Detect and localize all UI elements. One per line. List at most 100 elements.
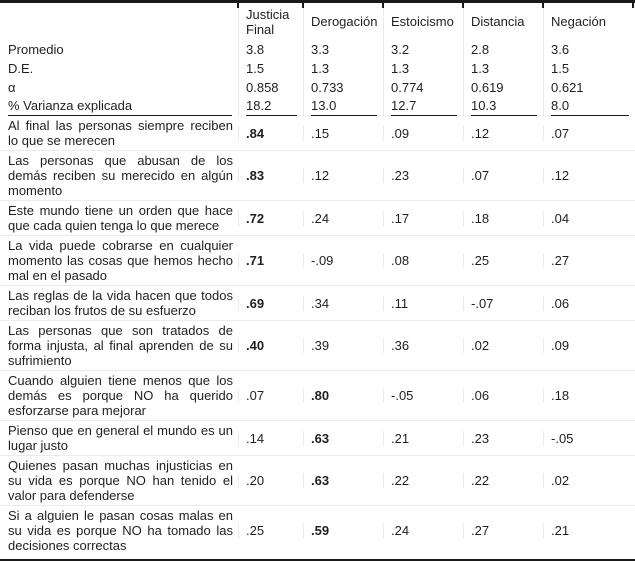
loading-value: .23 — [383, 168, 463, 183]
loading-value: -.05 — [383, 388, 463, 403]
loading-value: .09 — [383, 125, 463, 141]
loading-value: .14 — [238, 430, 303, 446]
loading-value: .69 — [238, 295, 303, 311]
column-header-justicia-final: Justicia Final — [238, 3, 303, 40]
loading-value: .24 — [303, 210, 383, 226]
cell-value: 0.619 — [463, 78, 543, 97]
cell-value: 3.8 — [238, 40, 303, 59]
item-text: Cuando alguien tiene menos que los demás… — [8, 373, 233, 418]
cell-value: 0.858 — [238, 78, 303, 97]
row-label: D.E. — [8, 61, 34, 76]
cell-value: 2.8 — [463, 40, 543, 59]
column-header-distancia: Distancia — [463, 3, 543, 40]
row-label: % Varianza explicada — [0, 97, 238, 116]
cell-value: 18.2 — [238, 97, 303, 116]
loading-value: .17 — [383, 210, 463, 226]
loading-value: .63 — [303, 430, 383, 446]
loading-value: -.07 — [463, 295, 543, 311]
item-row: Las personas que abusan de los demás rec… — [0, 151, 635, 201]
loading-value: .07 — [543, 125, 635, 141]
item-text: Las personas que son tratados de forma i… — [8, 323, 233, 368]
stat-row-varianza: % Varianza explicada 18.2 13.0 12.7 10.3… — [0, 97, 635, 116]
cell-value: 0.774 — [383, 78, 463, 97]
loading-value: .23 — [463, 430, 543, 446]
loading-value: .04 — [543, 210, 635, 226]
stat-row-de: D.E. 1.5 1.3 1.3 1.3 1.5 — [0, 59, 635, 78]
table-header-row: Justicia Final Derogación Estoicismo Dis… — [0, 3, 635, 40]
loading-value: -.05 — [543, 430, 635, 446]
loading-value: .24 — [383, 523, 463, 538]
loading-value: .02 — [463, 338, 543, 353]
stat-row-promedio: Promedio 3.8 3.3 3.2 2.8 3.6 — [0, 40, 635, 59]
loading-value: .21 — [383, 430, 463, 446]
cell-value: 3.6 — [543, 40, 635, 59]
loading-value: .40 — [238, 338, 303, 353]
loading-value: .15 — [303, 125, 383, 141]
item-text: Las personas que abusan de los demás rec… — [8, 153, 233, 198]
cell-value: 3.2 — [383, 40, 463, 59]
column-boundary-tick — [632, 3, 634, 8]
loading-value: .09 — [543, 338, 635, 353]
loading-value: .83 — [238, 168, 303, 183]
loading-value: .22 — [383, 473, 463, 488]
cell-value: 10.3 — [463, 97, 543, 116]
loading-value: .25 — [463, 253, 543, 268]
item-row: La vida puede cobrarse en cualquier mome… — [0, 236, 635, 286]
loading-value: .07 — [463, 168, 543, 183]
loading-value: .27 — [463, 523, 543, 538]
cell-value: 1.5 — [543, 59, 635, 78]
loading-value: .20 — [238, 473, 303, 488]
cell-value: 1.3 — [303, 59, 383, 78]
loading-value: .34 — [303, 295, 383, 311]
cell-value: 12.7 — [383, 97, 463, 116]
item-text: Al final las personas siempre reciben lo… — [8, 118, 233, 148]
column-header-negacion: Negación — [543, 3, 635, 40]
item-text: Quienes pasan muchas injusticias en su v… — [8, 458, 233, 503]
column-boundary-tick — [237, 3, 239, 8]
cell-value: 0.733 — [303, 78, 383, 97]
loading-value: .59 — [303, 523, 383, 538]
cell-value: 0.621 — [543, 78, 635, 97]
column-boundary-tick — [302, 3, 304, 8]
cell-value: 13.0 — [303, 97, 383, 116]
loading-value: .36 — [383, 338, 463, 353]
row-label-alpha-symbol: α — [8, 80, 16, 95]
cell-value: 3.3 — [303, 40, 383, 59]
loading-value: .11 — [383, 295, 463, 311]
item-row: Pienso que en general el mundo es un lug… — [0, 421, 635, 456]
item-text: Pienso que en general el mundo es un lug… — [8, 423, 233, 453]
column-boundary-tick — [382, 3, 384, 8]
loading-value: .18 — [463, 210, 543, 226]
column-header-derogacion: Derogación — [303, 3, 383, 40]
column-boundary-tick — [542, 3, 544, 8]
loading-value: .39 — [303, 338, 383, 353]
loading-value: .12 — [463, 125, 543, 141]
loading-value: .21 — [543, 523, 635, 538]
loading-value: .02 — [543, 473, 635, 488]
loading-value: .07 — [238, 388, 303, 403]
loading-value: .12 — [543, 168, 635, 183]
loading-value: .08 — [383, 253, 463, 268]
item-row: Si a alguien le pasan cosas malas en su … — [0, 506, 635, 555]
loading-value: .18 — [543, 388, 635, 403]
loading-value: .12 — [303, 168, 383, 183]
loading-value: .22 — [463, 473, 543, 488]
item-row: Este mundo tiene un orden que hace que c… — [0, 201, 635, 236]
loading-value: .84 — [238, 125, 303, 141]
loading-value: -.09 — [303, 253, 383, 268]
cell-value: 1.5 — [238, 59, 303, 78]
stat-row-alpha: α 0.858 0.733 0.774 0.619 0.621 — [0, 78, 635, 97]
loading-value: .80 — [303, 388, 383, 403]
loading-value: .63 — [303, 473, 383, 488]
item-row: Cuando alguien tiene menos que los demás… — [0, 371, 635, 421]
item-row: Al final las personas siempre reciben lo… — [0, 116, 635, 151]
item-text: Las reglas de la vida hacen que todos re… — [8, 288, 233, 318]
column-boundary-tick — [462, 3, 464, 8]
cell-value: 8.0 — [543, 97, 635, 116]
column-header-estoicismo: Estoicismo — [383, 3, 463, 40]
loading-value: .06 — [543, 295, 635, 311]
item-text: La vida puede cobrarse en cualquier mome… — [8, 238, 233, 283]
loading-value: .06 — [463, 388, 543, 403]
cell-value: 1.3 — [463, 59, 543, 78]
